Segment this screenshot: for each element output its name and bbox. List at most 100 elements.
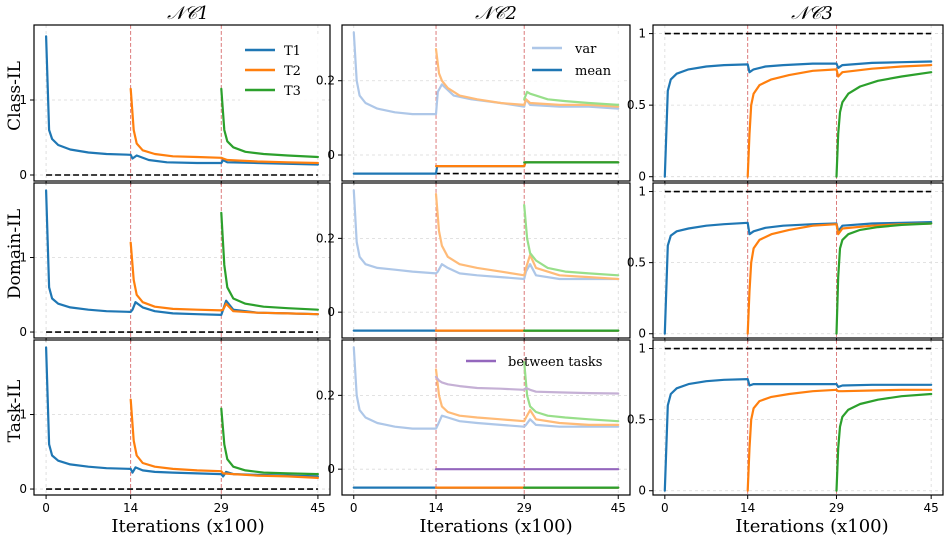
plot-area <box>663 183 933 338</box>
legend-nc2: var mean <box>528 35 624 81</box>
y-tick-label: 0 <box>19 482 27 496</box>
series-line-T2 <box>746 222 933 335</box>
x-axis-label-nc1: Iterations (x100) <box>111 516 264 537</box>
panel-class-il-nc1: 0 1 T1 T2 T3 <box>19 24 331 185</box>
panel-task-il-nc2: 0 0.2 0 14 29 45 between tasks <box>316 339 631 515</box>
row-label-task-il: Task-IL <box>5 380 25 443</box>
panel-frame <box>33 24 331 182</box>
column-title-nc3: 𝒩𝒞3 <box>791 3 833 24</box>
series-line-var-T1 <box>352 31 620 116</box>
series-line-T3 <box>835 222 933 335</box>
panel-task-il-nc1: 0 1 0 14 29 45 <box>19 339 331 515</box>
plot-area <box>45 183 319 338</box>
x-axis-label-nc3: Iterations (x100) <box>735 516 888 537</box>
panel-frame <box>652 182 944 339</box>
row-label-domain-il: Domain-IL <box>5 209 25 299</box>
x-tick-label: 0 <box>350 501 358 515</box>
series-line-T3 <box>220 211 319 311</box>
series-line-var-T3 <box>523 90 620 106</box>
x-tick-label: 29 <box>214 501 229 515</box>
panel-domain-il-nc1: 01 <box>19 182 331 342</box>
x-tick-label: 45 <box>310 501 325 515</box>
legend-nc1: T1 T2 T3 <box>240 35 320 101</box>
y-tick-label: 0.5 <box>627 413 646 427</box>
plot-area <box>352 183 620 338</box>
x-tick-label: 0 <box>42 501 50 515</box>
x-tick-label: 0 <box>661 501 669 515</box>
series-line-var-T2 <box>434 193 620 281</box>
y-tick-label: 1 <box>638 27 646 41</box>
series-line-var-T3 <box>523 204 620 277</box>
series-line-T2 <box>746 388 933 492</box>
series-line-var-T1 <box>352 189 620 281</box>
y-tick-label: 0.5 <box>627 256 646 270</box>
y-tick-label: 0 <box>638 170 646 184</box>
y-tick-label: 0 <box>638 327 646 341</box>
plot-area <box>663 340 933 495</box>
column-title-nc1: 𝒩𝒞1 <box>167 3 209 24</box>
x-tick-label: 29 <box>829 501 844 515</box>
series-line-T2 <box>129 398 319 479</box>
series-line-T1 <box>663 221 933 335</box>
plot-area <box>663 25 933 181</box>
row-label-class-il: Class-IL <box>5 61 25 131</box>
legend-label-T1: T1 <box>284 44 301 59</box>
y-tick-label: 1 <box>19 93 27 107</box>
y-tick-label: 1 <box>638 185 646 199</box>
series-line-T1 <box>45 189 319 316</box>
panel-frame <box>341 339 631 496</box>
y-tick-label: 0 <box>19 325 27 339</box>
panel-frame <box>652 24 944 182</box>
plot-area <box>45 25 319 181</box>
series-line-var-T3 <box>523 361 620 423</box>
plot-area <box>352 25 620 181</box>
y-tick-label: 0 <box>19 168 27 182</box>
legend-label-mean: mean <box>575 64 612 79</box>
x-tick-label: 14 <box>123 501 138 515</box>
y-tick-label: 1 <box>638 342 646 356</box>
legend-background <box>528 35 624 81</box>
plot-area <box>45 340 319 495</box>
y-tick-label: 0 <box>327 462 335 476</box>
x-tick-label: 45 <box>611 501 626 515</box>
legend-label-T2: T2 <box>284 64 301 79</box>
legend-label-between-tasks: between tasks <box>508 355 602 370</box>
panel-frame <box>33 182 331 339</box>
series-line-T3 <box>220 87 319 159</box>
y-tick-label: 1 <box>19 251 27 265</box>
series-line-between-tasks <box>434 375 620 395</box>
panel-class-il-nc2: 0 0.2 var mean <box>316 24 631 185</box>
series-line-T1 <box>45 346 319 478</box>
panel-task-il-nc3: 0 0.5 1 0 14 29 45 <box>627 339 944 515</box>
column-title-nc2: 𝒩𝒞2 <box>475 3 517 24</box>
series-line-T1 <box>663 60 933 178</box>
panel-frame <box>341 182 631 339</box>
legend-label-var: var <box>574 42 597 57</box>
legend-between-tasks: between tasks <box>466 355 602 370</box>
plot-area <box>352 340 620 495</box>
series-line-var-T2 <box>434 368 620 426</box>
series-line-var-T2 <box>434 48 620 108</box>
series-line-T3 <box>220 407 319 476</box>
panel-domain-il-nc2: 00.2 <box>316 182 631 342</box>
series-line-T1 <box>663 378 933 492</box>
y-tick-label: 0 <box>638 484 646 498</box>
series-line-T2 <box>129 241 319 316</box>
y-tick-label: 0.2 <box>316 74 335 88</box>
legend-label-T3: T3 <box>284 84 301 99</box>
series-line-var-T1 <box>352 346 620 430</box>
panel-class-il-nc3: 00.51 <box>627 24 944 185</box>
x-tick-label: 45 <box>924 501 939 515</box>
panel-frame <box>652 339 944 496</box>
y-tick-label: 1 <box>19 408 27 422</box>
series-line-T2 <box>746 63 933 178</box>
y-tick-label: 0.2 <box>316 388 335 402</box>
x-tick-label: 14 <box>740 501 755 515</box>
panel-frame <box>33 339 331 496</box>
y-tick-label: 0.2 <box>316 231 335 245</box>
x-tick-label: 14 <box>428 501 443 515</box>
panel-domain-il-nc3: 00.51 <box>627 182 944 342</box>
panel-frame <box>341 24 631 182</box>
